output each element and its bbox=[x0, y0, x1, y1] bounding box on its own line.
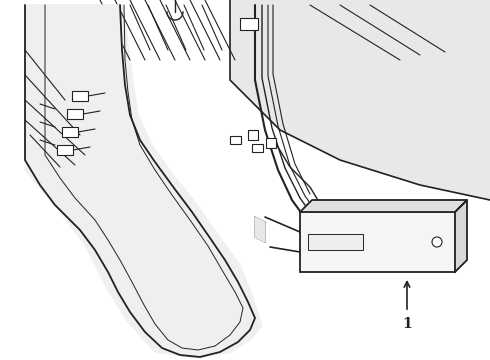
Polygon shape bbox=[300, 200, 467, 212]
FancyBboxPatch shape bbox=[248, 130, 258, 140]
FancyBboxPatch shape bbox=[72, 91, 88, 101]
Polygon shape bbox=[25, 5, 262, 358]
FancyBboxPatch shape bbox=[252, 144, 263, 152]
FancyBboxPatch shape bbox=[266, 138, 276, 148]
Polygon shape bbox=[230, 0, 490, 200]
FancyBboxPatch shape bbox=[308, 234, 363, 250]
FancyBboxPatch shape bbox=[240, 18, 258, 30]
FancyBboxPatch shape bbox=[67, 109, 83, 119]
Polygon shape bbox=[455, 200, 467, 272]
FancyBboxPatch shape bbox=[300, 212, 455, 272]
FancyBboxPatch shape bbox=[62, 127, 78, 137]
Circle shape bbox=[432, 237, 442, 247]
FancyBboxPatch shape bbox=[57, 145, 73, 155]
Polygon shape bbox=[25, 5, 255, 357]
Text: 1: 1 bbox=[402, 317, 412, 331]
Polygon shape bbox=[255, 217, 265, 242]
FancyBboxPatch shape bbox=[230, 136, 241, 144]
